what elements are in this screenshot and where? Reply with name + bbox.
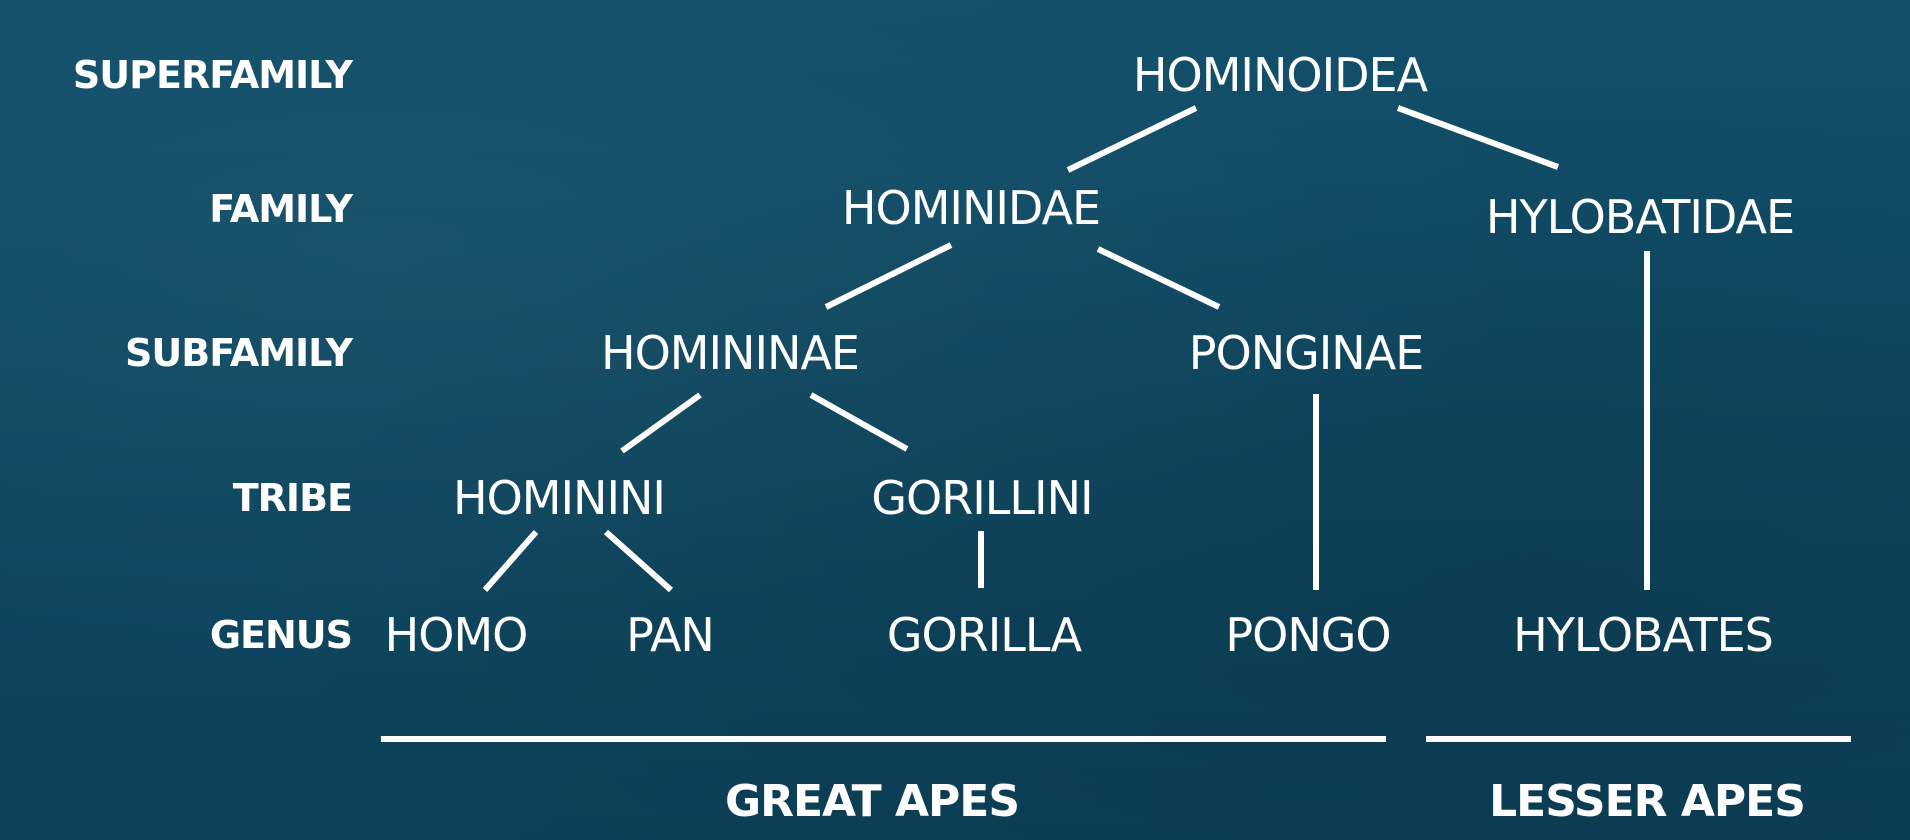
node-hylobatidae: HYLOBATIDAE: [1485, 190, 1795, 244]
edge-hominini-homo: [482, 530, 539, 592]
node-homo: HOMO: [384, 608, 529, 662]
rank-genus: GENUS: [209, 613, 353, 657]
group-label-lesser-apes: LESSER APES: [1489, 776, 1806, 827]
edge-hominidae-homininae: [824, 242, 953, 310]
node-hominoidea: HOMINOIDEA: [1132, 48, 1428, 102]
group-label-great-apes: GREAT APES: [724, 776, 1020, 827]
rank-superfamily: SUPERFAMILY: [72, 53, 353, 97]
node-gorillini: GORILLINI: [871, 471, 1093, 525]
node-hylobates: HYLOBATES: [1513, 608, 1774, 662]
edge-hominidae-ponginae: [1096, 246, 1221, 310]
node-hominidae: HOMINIDAE: [841, 181, 1101, 235]
node-ponginae: PONGINAE: [1188, 326, 1425, 380]
edge-hominini-pan: [604, 529, 673, 593]
rank-family: FAMILY: [209, 187, 353, 231]
node-homininae: HOMININAE: [601, 326, 860, 380]
rank-tribe: TRIBE: [232, 476, 353, 520]
edge-homininae-hominini: [620, 392, 702, 454]
rank-subfamily: SUBFAMILY: [125, 331, 353, 375]
edge-hominoidea-hominidae: [1066, 105, 1198, 173]
edge-homininae-gorillini: [809, 392, 909, 452]
node-pan: PAN: [626, 608, 715, 662]
node-pongo: PONGO: [1225, 608, 1391, 662]
node-hominini: HOMININI: [452, 471, 666, 525]
node-gorilla: GORILLA: [886, 608, 1082, 662]
edge-hominoidea-hylobatidae: [1396, 105, 1560, 170]
